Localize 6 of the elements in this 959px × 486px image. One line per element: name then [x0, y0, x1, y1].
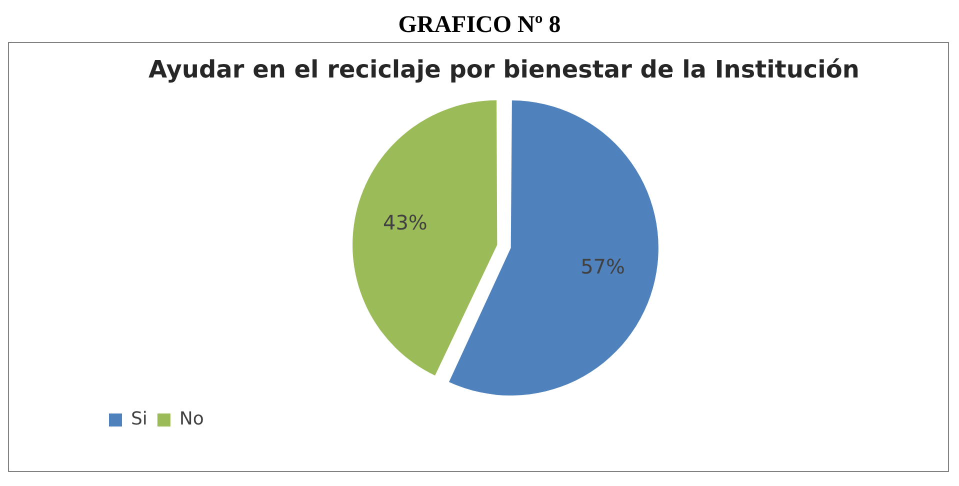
legend-label: No	[179, 408, 204, 430]
data-label: 43%	[382, 210, 428, 235]
legend-label: Si	[131, 408, 148, 430]
chart-title: GRAFICO Nº 8	[397, 11, 562, 40]
data-label: 57%	[580, 254, 626, 279]
chart-subtitle: Ayudar en el reciclaje por bienestar de la Institución	[148, 56, 860, 84]
